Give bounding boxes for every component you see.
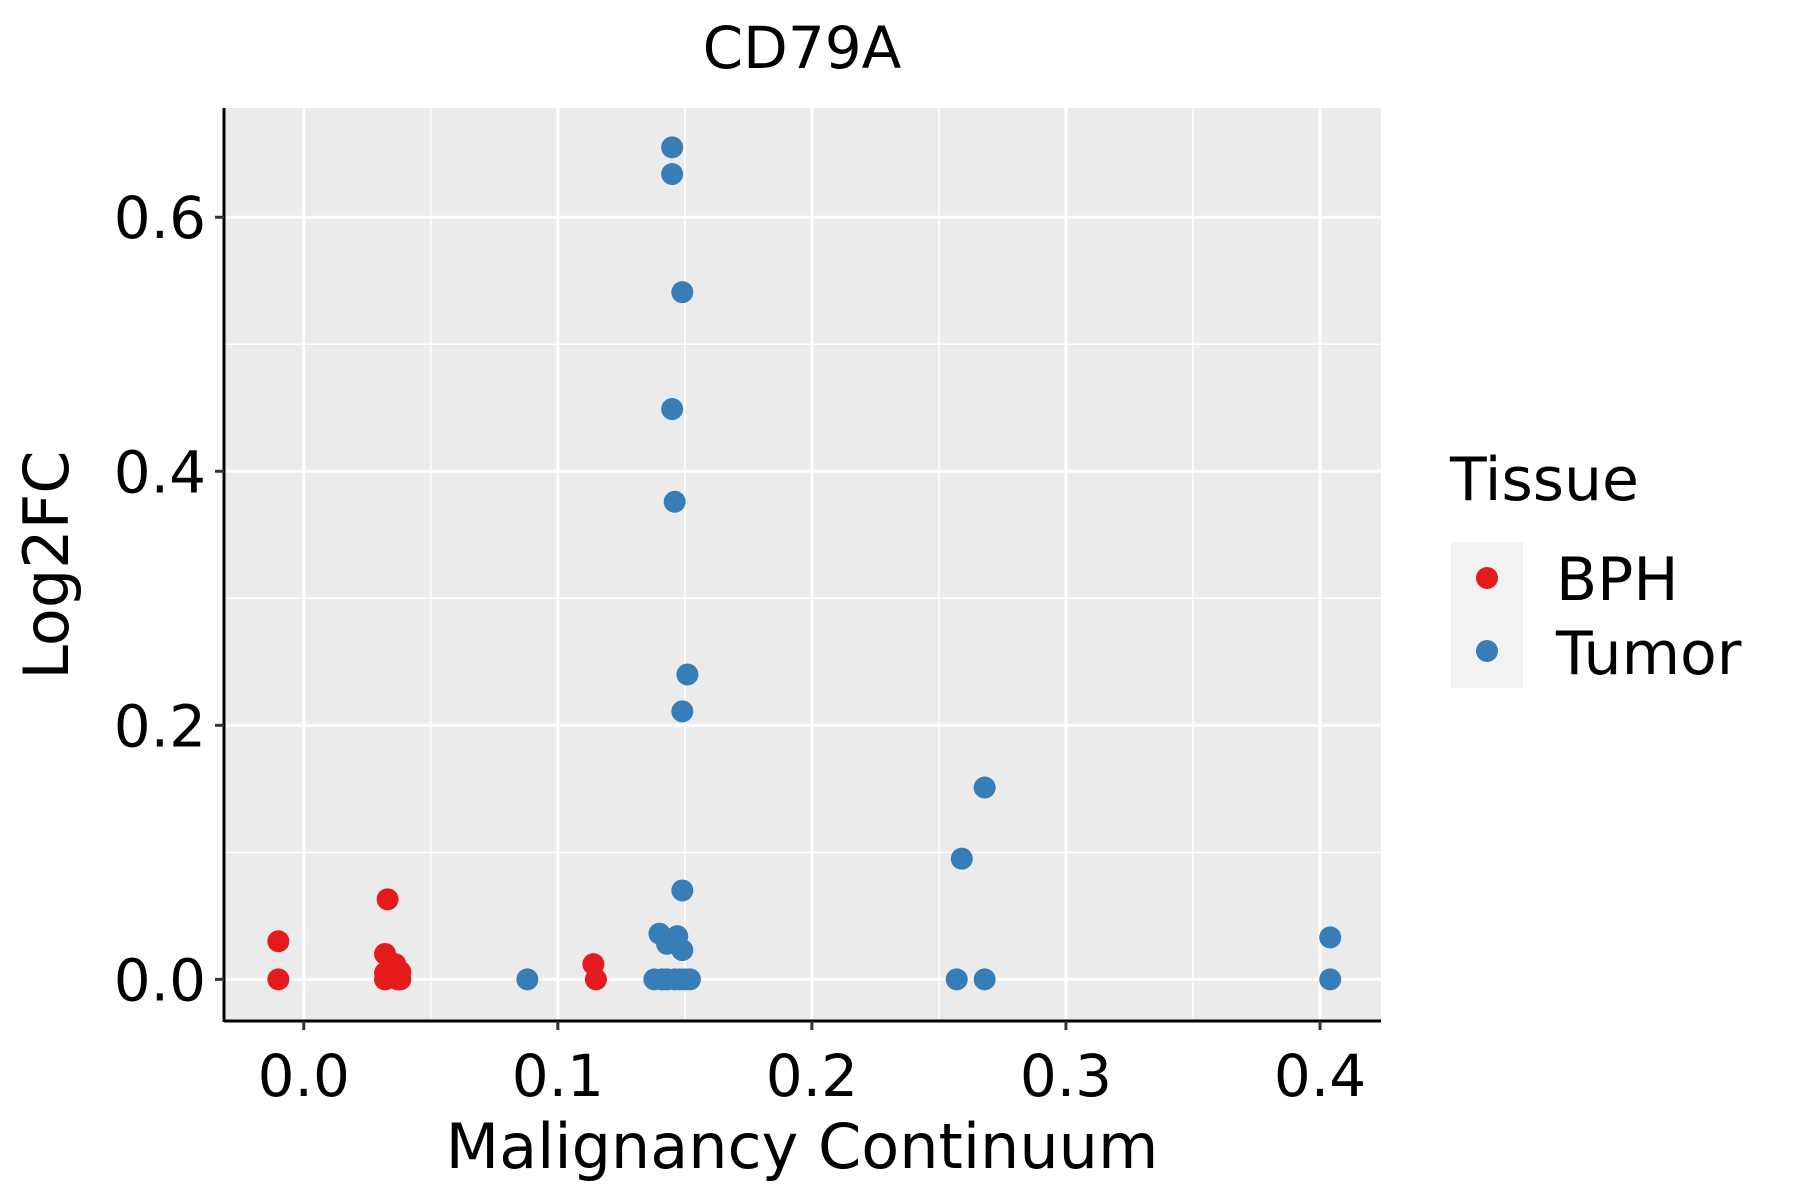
y-tick-label: 0.6: [114, 184, 206, 252]
data-point-tumor: [661, 136, 684, 159]
plot-panel: [225, 108, 1381, 1020]
legend-label-bph: BPH: [1556, 545, 1678, 615]
y-axis-ticks: 0.0 0.2 0.4 0.6: [114, 184, 224, 1014]
data-point-tumor: [1319, 968, 1342, 991]
data-point-tumor: [973, 776, 996, 799]
data-point-tumor: [671, 939, 694, 962]
data-point-tumor: [678, 968, 701, 991]
data-point-tumor: [661, 163, 684, 186]
data-point-tumor: [676, 663, 699, 686]
data-point-tumor: [671, 700, 694, 723]
x-tick-label: 0.2: [766, 1042, 858, 1110]
data-point-tumor: [950, 847, 973, 870]
legend-label-tumor: Tumor: [1555, 619, 1742, 689]
chart-title: CD79A: [703, 14, 902, 82]
x-tick-label: 0.4: [1274, 1042, 1366, 1110]
data-point-bph: [584, 968, 607, 991]
data-point-bph: [376, 888, 399, 911]
legend: Tissue BPH Tumor: [1449, 445, 1742, 689]
x-tick-label: 0.0: [258, 1042, 350, 1110]
legend-title: Tissue: [1449, 445, 1639, 515]
legend-key-bph: [1476, 567, 1498, 589]
x-tick-label: 0.3: [1020, 1042, 1112, 1110]
data-point-tumor: [973, 968, 996, 991]
data-point-tumor: [671, 281, 694, 304]
y-tick-label: 0.4: [114, 438, 206, 506]
legend-key-tumor: [1476, 640, 1498, 662]
y-tick-label: 0.0: [114, 946, 206, 1014]
x-tick-label: 0.1: [512, 1042, 604, 1110]
legend-key-background: [1451, 542, 1523, 688]
major-gridlines: [225, 108, 1381, 1020]
x-axis-ticks: 0.0 0.1 0.2 0.3 0.4: [258, 1021, 1366, 1110]
data-point-tumor: [1319, 926, 1342, 949]
data-points: [267, 136, 1342, 991]
data-point-tumor: [671, 879, 694, 902]
data-point-tumor: [516, 968, 539, 991]
data-point-tumor: [663, 490, 686, 513]
data-point-bph: [267, 968, 290, 991]
y-axis-label: Log2FC: [10, 450, 83, 679]
x-axis-label: Malignancy Continuum: [446, 1110, 1159, 1183]
data-point-tumor: [661, 398, 684, 421]
data-point-bph: [389, 968, 412, 991]
y-tick-label: 0.2: [114, 692, 206, 760]
data-point-bph: [267, 930, 290, 953]
data-point-tumor: [945, 968, 968, 991]
minor-gridlines: [225, 108, 1381, 1020]
